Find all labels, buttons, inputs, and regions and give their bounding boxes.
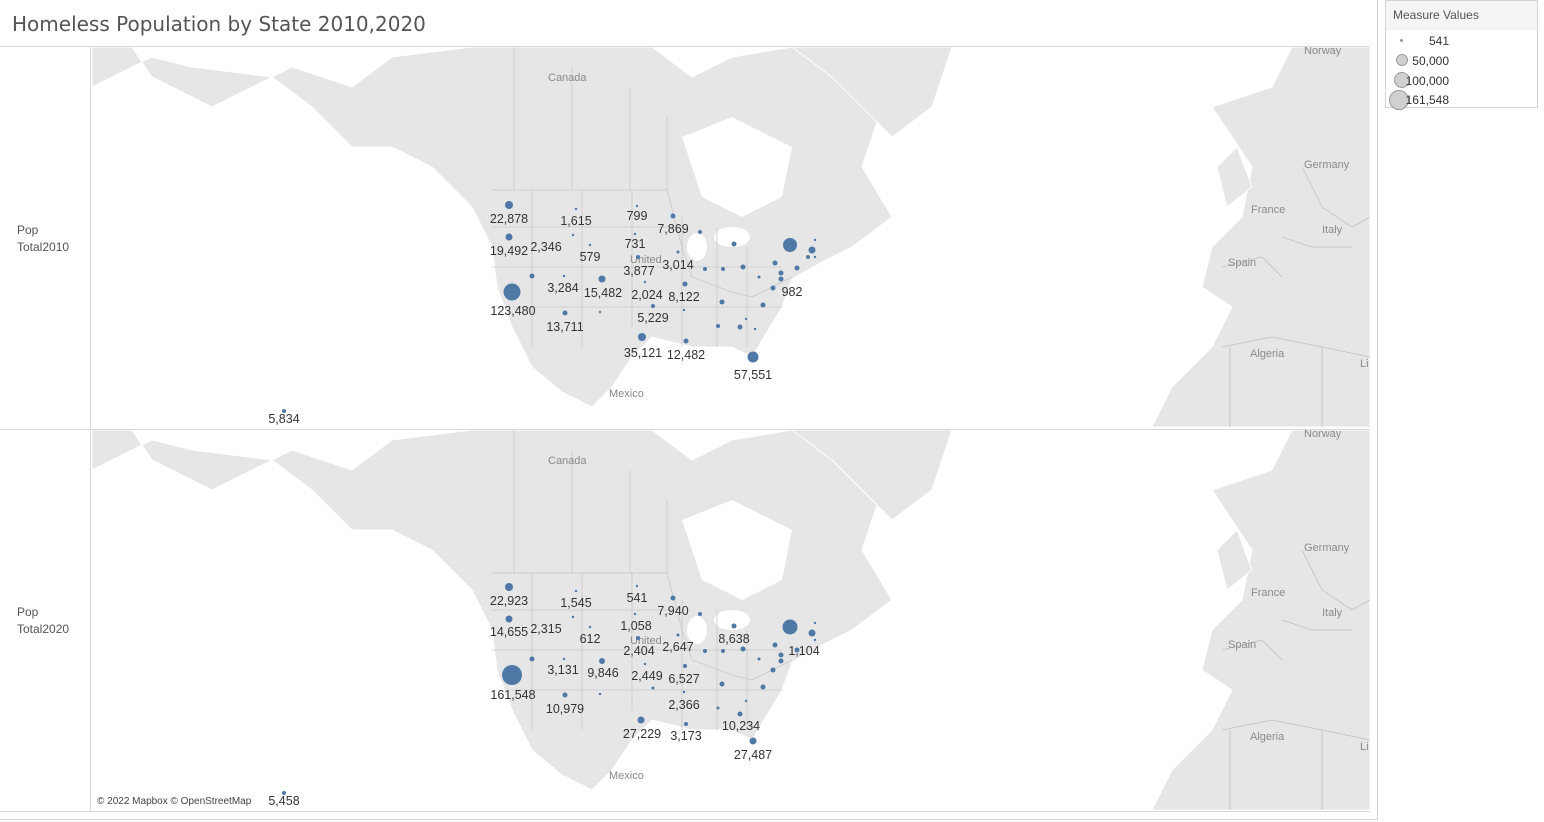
- label-algeria: Algeria: [1250, 731, 1285, 743]
- legend-item: 161,548: [1386, 90, 1537, 110]
- svg-text:731: 731: [625, 237, 646, 251]
- size-legend[interactable]: Measure Values 541 50,000 100,000 161,54…: [1385, 0, 1538, 110]
- svg-text:579: 579: [580, 250, 601, 264]
- label-france: France: [1251, 587, 1285, 599]
- legend-item: 541: [1386, 31, 1537, 51]
- svg-text:8,638: 8,638: [718, 632, 749, 646]
- label-italy: Italy: [1322, 224, 1343, 236]
- svg-text:22,923: 22,923: [490, 594, 528, 608]
- legend-header: [1386, 1, 1537, 30]
- svg-text:7,869: 7,869: [657, 222, 688, 236]
- legend-bubble: [1396, 54, 1408, 66]
- label-canada: Canada: [548, 455, 587, 467]
- label-spain: Spain: [1228, 257, 1256, 269]
- svg-text:3,014: 3,014: [662, 258, 693, 272]
- label-mexico: Mexico: [609, 388, 644, 400]
- label-libya: Li: [1360, 358, 1369, 370]
- svg-text:6,527: 6,527: [668, 672, 699, 686]
- row-label-line2: Total2010: [17, 240, 70, 254]
- svg-text:612: 612: [580, 632, 601, 646]
- svg-text:57,551: 57,551: [734, 368, 772, 382]
- svg-text:2,315: 2,315: [530, 622, 561, 636]
- legend-item: 50,000: [1386, 51, 1537, 71]
- svg-text:2,647: 2,647: [662, 640, 693, 654]
- svg-text:22,878: 22,878: [490, 212, 528, 226]
- svg-text:2,449: 2,449: [631, 669, 662, 683]
- svg-text:5,834: 5,834: [268, 412, 299, 426]
- label-norway: Norway: [1304, 47, 1342, 57]
- land-shapes: [92, 430, 1370, 811]
- label-germany: Germany: [1304, 542, 1350, 554]
- svg-text:27,229: 27,229: [623, 727, 661, 741]
- label-canada: Canada: [548, 72, 587, 84]
- svg-text:3,173: 3,173: [670, 729, 701, 743]
- svg-text:1,545: 1,545: [560, 596, 591, 610]
- legend-bubble-large: [1389, 90, 1409, 110]
- svg-text:10,979: 10,979: [546, 702, 584, 716]
- svg-text:2,346: 2,346: [530, 240, 561, 254]
- land-shapes: [92, 47, 1370, 428]
- legend-item: 100,000: [1386, 71, 1537, 91]
- row-label-2020: Pop Total2020: [0, 430, 91, 811]
- svg-text:12,482: 12,482: [667, 348, 705, 362]
- label-mexico: Mexico: [609, 770, 644, 782]
- svg-text:2,404: 2,404: [623, 644, 654, 658]
- svg-text:1,058: 1,058: [620, 619, 651, 633]
- svg-text:2,366: 2,366: [668, 698, 699, 712]
- row-label-line1: Pop: [17, 223, 39, 237]
- label-france: France: [1251, 204, 1285, 216]
- svg-text:161,548: 161,548: [490, 688, 535, 702]
- value-labels-2010: 22,878 1,615 799 7,869 19,492 2,346 731 …: [268, 209, 802, 426]
- svg-text:3,131: 3,131: [547, 663, 578, 677]
- svg-text:5,229: 5,229: [637, 311, 668, 325]
- svg-text:1,615: 1,615: [560, 214, 591, 228]
- svg-text:5,458: 5,458: [268, 794, 299, 808]
- svg-text:3,877: 3,877: [623, 264, 654, 278]
- page-title: Homeless Population by State 2010,2020: [12, 12, 426, 36]
- svg-text:982: 982: [782, 285, 803, 299]
- svg-text:799: 799: [627, 209, 648, 223]
- value-labels-2020: 22,923 1,545 541 7,940 14,655 2,315 1,05…: [268, 591, 819, 808]
- bubbles-2020: [282, 583, 817, 795]
- bubbles-2010: [282, 201, 817, 413]
- bottom-divider: [0, 811, 1370, 812]
- svg-text:123,480: 123,480: [490, 304, 535, 318]
- svg-text:10,234: 10,234: [722, 719, 760, 733]
- legend-title: Measure Values: [1393, 8, 1479, 22]
- svg-text:19,492: 19,492: [490, 244, 528, 258]
- map-attribution[interactable]: © 2022 Mapbox © OpenStreetMap: [97, 796, 252, 807]
- row-divider: [0, 429, 1370, 430]
- row-label-line2: Total2020: [17, 622, 70, 636]
- row-label-2010: Pop Total2010: [0, 47, 91, 429]
- label-italy: Italy: [1322, 607, 1343, 619]
- label-libya: Li: [1360, 741, 1369, 753]
- svg-text:2,024: 2,024: [631, 288, 662, 302]
- svg-text:15,482: 15,482: [584, 286, 622, 300]
- svg-text:1,104: 1,104: [788, 644, 819, 658]
- label-norway: Norway: [1304, 430, 1342, 440]
- label-algeria: Algeria: [1250, 348, 1285, 360]
- svg-text:8,122: 8,122: [668, 290, 699, 304]
- svg-text:3,284: 3,284: [547, 281, 578, 295]
- svg-text:27,487: 27,487: [734, 748, 772, 762]
- svg-text:541: 541: [627, 591, 648, 605]
- legend-bubble: [1394, 72, 1410, 88]
- map-2020[interactable]: Canada Mexico Norway Germany France Ital…: [92, 430, 1370, 811]
- svg-text:13,711: 13,711: [546, 320, 583, 334]
- svg-text:14,655: 14,655: [490, 625, 528, 639]
- label-spain: Spain: [1228, 639, 1256, 651]
- geo-labels: Canada Mexico Norway Germany France Ital…: [548, 430, 1369, 782]
- geo-labels: Canada Mexico Norway Germany France Ital…: [548, 47, 1369, 400]
- dashboard: Homeless Population by State 2010,2020 P…: [0, 0, 1378, 820]
- map-2010[interactable]: Canada Mexico Norway Germany France Ital…: [92, 47, 1370, 429]
- svg-text:7,940: 7,940: [657, 604, 688, 618]
- svg-text:9,846: 9,846: [587, 666, 618, 680]
- legend-bubble-small: [1400, 39, 1403, 42]
- header-divider: [0, 46, 1370, 47]
- row-label-line1: Pop: [17, 605, 39, 619]
- label-germany: Germany: [1304, 159, 1350, 171]
- svg-text:35,121: 35,121: [624, 346, 662, 360]
